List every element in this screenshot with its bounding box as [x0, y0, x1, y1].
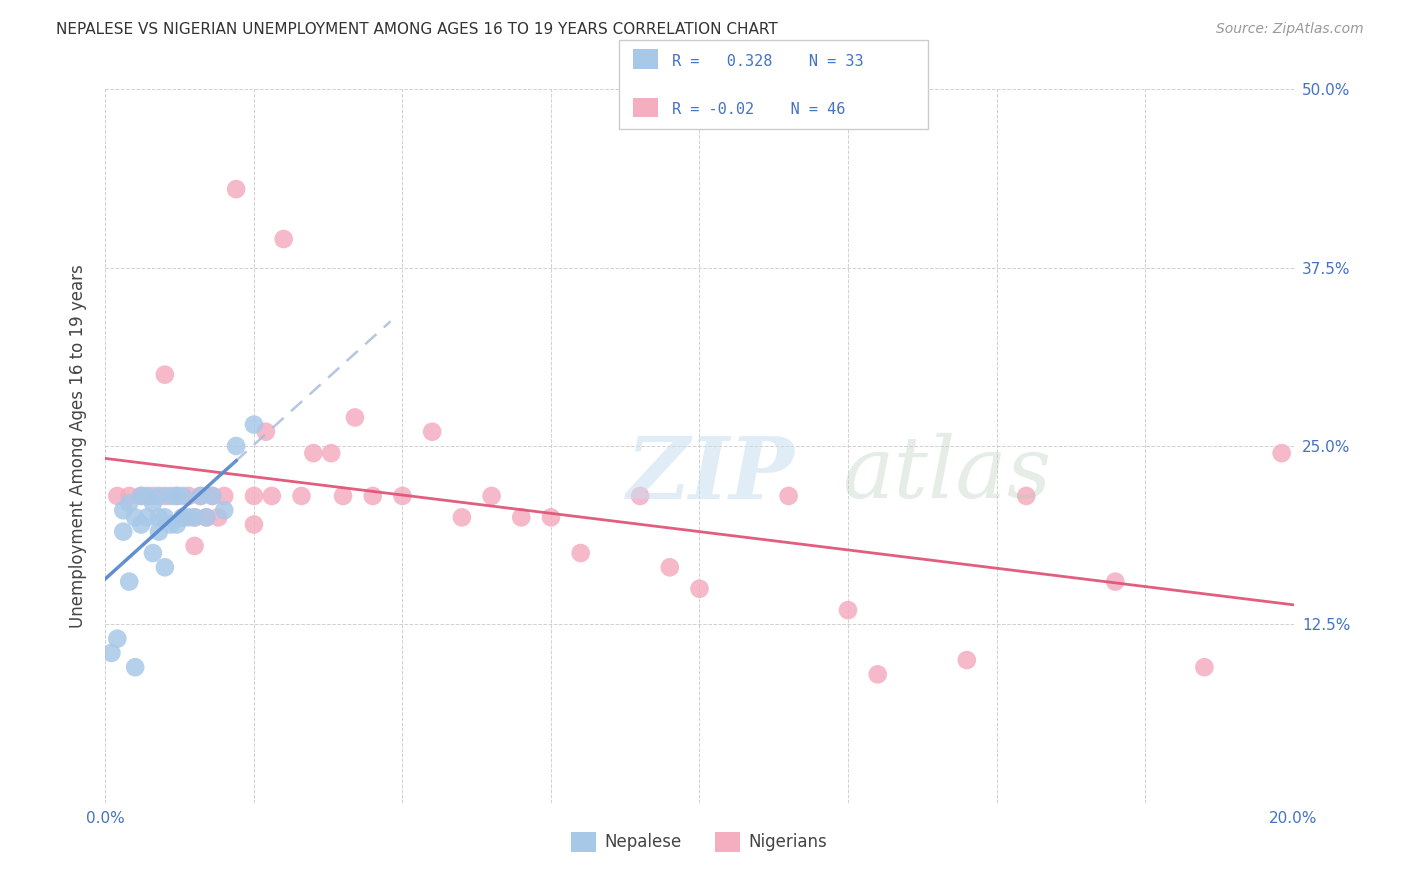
Point — [142, 496, 165, 510]
Point — [956, 653, 979, 667]
Point — [183, 510, 205, 524]
Point — [628, 489, 651, 503]
Point — [837, 603, 859, 617]
Point — [1015, 489, 1038, 503]
Point — [450, 510, 472, 524]
Point — [510, 510, 533, 524]
Point — [172, 510, 194, 524]
Point — [391, 489, 413, 503]
Point — [153, 368, 176, 382]
Point — [1104, 574, 1126, 589]
Point — [118, 496, 141, 510]
Point — [343, 410, 366, 425]
Y-axis label: Unemployment Among Ages 16 to 19 years: Unemployment Among Ages 16 to 19 years — [69, 264, 87, 628]
Point — [207, 510, 229, 524]
Point — [214, 489, 236, 503]
Point — [273, 232, 295, 246]
Point — [290, 489, 312, 503]
Point — [112, 503, 135, 517]
Text: R =   0.328    N = 33: R = 0.328 N = 33 — [672, 54, 863, 69]
Point — [105, 489, 128, 503]
Point — [124, 510, 146, 524]
Point — [332, 489, 354, 503]
Point — [136, 510, 159, 524]
Point — [129, 489, 152, 503]
Point — [243, 417, 266, 432]
Point — [118, 574, 141, 589]
Point — [153, 489, 176, 503]
Point — [142, 546, 165, 560]
Point — [866, 667, 889, 681]
Point — [658, 560, 681, 574]
Point — [153, 510, 176, 524]
Point — [195, 510, 218, 524]
Point — [166, 517, 188, 532]
Point — [540, 510, 562, 524]
Point — [177, 489, 200, 503]
Point — [243, 489, 266, 503]
Legend: Nepalese, Nigerians: Nepalese, Nigerians — [565, 825, 834, 859]
Point — [778, 489, 800, 503]
Point — [112, 524, 135, 539]
Point — [166, 489, 188, 503]
Point — [159, 489, 181, 503]
Point — [172, 489, 194, 503]
Point — [153, 560, 176, 574]
Point — [689, 582, 711, 596]
Point — [142, 489, 165, 503]
Text: Source: ZipAtlas.com: Source: ZipAtlas.com — [1216, 22, 1364, 37]
Point — [159, 517, 181, 532]
Point — [420, 425, 443, 439]
Point — [190, 489, 212, 503]
Point — [225, 182, 247, 196]
Point — [183, 539, 205, 553]
Text: R = -0.02    N = 46: R = -0.02 N = 46 — [672, 103, 845, 117]
Point — [166, 489, 188, 503]
Point — [129, 489, 152, 503]
Point — [177, 510, 200, 524]
Text: ZIP: ZIP — [627, 433, 794, 516]
Point — [129, 517, 152, 532]
Point — [254, 425, 277, 439]
Point — [361, 489, 384, 503]
Point — [569, 546, 592, 560]
Point — [481, 489, 503, 503]
Point — [214, 503, 236, 517]
Point — [302, 446, 325, 460]
Point — [136, 489, 159, 503]
Point — [225, 439, 247, 453]
Point — [118, 489, 141, 503]
Point — [105, 632, 128, 646]
Point — [201, 489, 224, 503]
Point — [148, 489, 170, 503]
Text: NEPALESE VS NIGERIAN UNEMPLOYMENT AMONG AGES 16 TO 19 YEARS CORRELATION CHART: NEPALESE VS NIGERIAN UNEMPLOYMENT AMONG … — [56, 22, 778, 37]
Point — [190, 489, 212, 503]
Point — [183, 510, 205, 524]
Point — [172, 510, 194, 524]
Point — [201, 489, 224, 503]
Point — [1194, 660, 1216, 674]
Text: atlas: atlas — [842, 434, 1052, 516]
Point — [260, 489, 283, 503]
Point — [321, 446, 343, 460]
Point — [124, 660, 146, 674]
Point — [148, 510, 170, 524]
Point — [195, 510, 218, 524]
Point — [1271, 446, 1294, 460]
Point — [148, 524, 170, 539]
Point — [100, 646, 122, 660]
Point — [243, 517, 266, 532]
